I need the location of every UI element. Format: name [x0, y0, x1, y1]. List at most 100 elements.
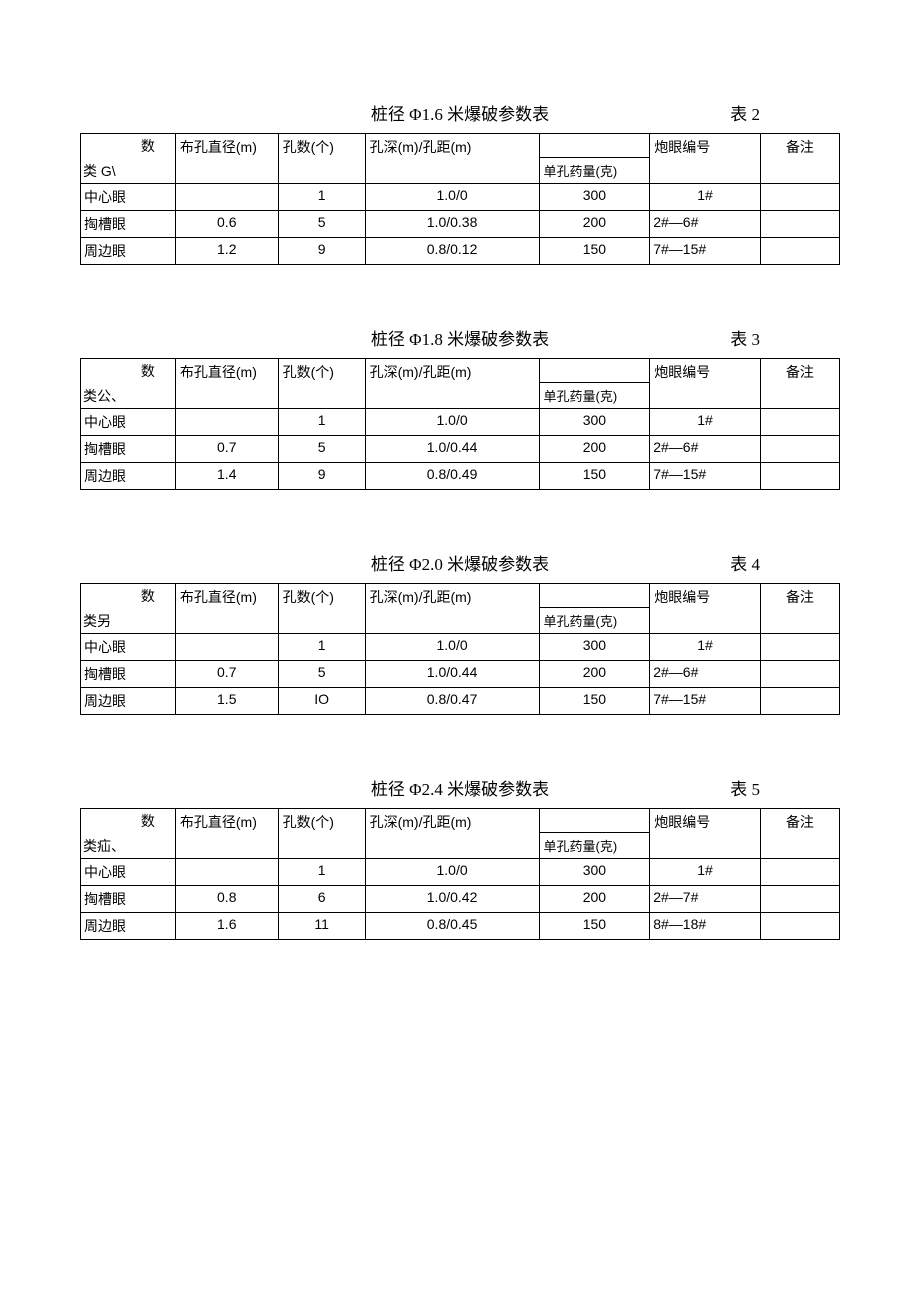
cell-count: 5: [278, 211, 365, 238]
cell-depth: 1.0/0: [365, 409, 539, 436]
table-row: 周边眼1.490.8/0.491507#—15#: [81, 463, 840, 490]
table-row: 中心眼11.0/03001#: [81, 859, 840, 886]
table-title-row: 桩径 Φ1.6 米爆破参数表表 2: [80, 100, 840, 125]
cell-count: 1: [278, 634, 365, 661]
cell-count: 9: [278, 463, 365, 490]
cell-charge: 200: [539, 661, 650, 688]
table-title: 桩径 Φ2.4 米爆破参数表: [371, 775, 549, 800]
table-header-row: 数类公、布孔直径(m)孔数(个)孔深(m)/孔距(m)炮眼编号备注: [81, 359, 840, 383]
cell-number: 1#: [650, 634, 761, 661]
cell-type: 掏槽眼: [81, 886, 176, 913]
blast-params-table: 数类 G\布孔直径(m)孔数(个)孔深(m)/孔距(m)炮眼编号备注单孔药量(克…: [80, 133, 840, 265]
header-depth: 孔深(m)/孔距(m): [365, 134, 539, 184]
cell-remark: [760, 409, 839, 436]
cell-remark: [760, 661, 839, 688]
cell-number: 8#—18#: [650, 913, 761, 940]
table-row: 周边眼1.5IO0.8/0.471507#—15#: [81, 688, 840, 715]
table-title: 桩径 Φ2.0 米爆破参数表: [371, 550, 549, 575]
cell-count: IO: [278, 688, 365, 715]
table-title-row: 桩径 Φ2.4 米爆破参数表表 5: [80, 775, 840, 800]
header-lei-label: 类疝、: [83, 836, 125, 856]
cell-charge: 200: [539, 211, 650, 238]
header-remark: 备注: [760, 584, 839, 634]
header-diameter: 布孔直径(m): [175, 809, 278, 859]
cell-type: 周边眼: [81, 238, 176, 265]
cell-diameter: 1.2: [175, 238, 278, 265]
header-depth: 孔深(m)/孔距(m): [365, 359, 539, 409]
header-lei-label: 类另: [83, 611, 111, 631]
cell-diameter: [175, 634, 278, 661]
cell-count: 5: [278, 661, 365, 688]
cell-type: 中心眼: [81, 859, 176, 886]
table-row: 中心眼11.0/03001#: [81, 184, 840, 211]
cell-remark: [760, 436, 839, 463]
cell-charge: 200: [539, 436, 650, 463]
cell-charge: 300: [539, 184, 650, 211]
header-charge: 单孔药量(克): [539, 608, 650, 634]
cell-remark: [760, 211, 839, 238]
cell-diameter: 0.6: [175, 211, 278, 238]
header-depth: 孔深(m)/孔距(m): [365, 809, 539, 859]
cell-type: 中心眼: [81, 184, 176, 211]
header-charge: 单孔药量(克): [539, 833, 650, 859]
table-row: 掏槽眼0.751.0/0.442002#—6#: [81, 661, 840, 688]
table-block-3: 桩径 Φ1.8 米爆破参数表表 3 数类公、布孔直径(m)孔数(个)孔深(m)/孔…: [80, 325, 840, 490]
cell-diameter: 1.4: [175, 463, 278, 490]
cell-type: 掏槽眼: [81, 211, 176, 238]
cell-remark: [760, 913, 839, 940]
table-number-label: 表 4: [730, 550, 760, 575]
cell-number: 7#—15#: [650, 688, 761, 715]
cell-charge: 150: [539, 688, 650, 715]
cell-charge: 300: [539, 634, 650, 661]
cell-remark: [760, 859, 839, 886]
header-count: 孔数(个): [278, 584, 365, 634]
cell-diameter: [175, 184, 278, 211]
blast-params-table: 数类公、布孔直径(m)孔数(个)孔深(m)/孔距(m)炮眼编号备注单孔药量(克)…: [80, 358, 840, 490]
cell-type: 掏槽眼: [81, 436, 176, 463]
cell-diameter: 0.8: [175, 886, 278, 913]
cell-charge: 300: [539, 409, 650, 436]
cell-charge: 200: [539, 886, 650, 913]
cell-charge: 150: [539, 913, 650, 940]
header-charge: 单孔药量(克): [539, 158, 650, 184]
cell-depth: 0.8/0.12: [365, 238, 539, 265]
header-lei-label: 类 G\: [83, 161, 116, 181]
table-header-row: 数类 G\布孔直径(m)孔数(个)孔深(m)/孔距(m)炮眼编号备注: [81, 134, 840, 158]
table-block-5: 桩径 Φ2.4 米爆破参数表表 5数类疝、布孔直径(m)孔数(个)孔深(m)/孔…: [80, 775, 840, 940]
cell-number: 2#—6#: [650, 436, 761, 463]
cell-type: 中心眼: [81, 634, 176, 661]
cell-charge: 150: [539, 238, 650, 265]
cell-depth: 1.0/0.38: [365, 211, 539, 238]
cell-type: 周边眼: [81, 463, 176, 490]
cell-depth: 1.0/0: [365, 859, 539, 886]
table-header-row: 数类疝、布孔直径(m)孔数(个)孔深(m)/孔距(m)炮眼编号备注: [81, 809, 840, 833]
table-header-row: 数类另布孔直径(m)孔数(个)孔深(m)/孔距(m)炮眼编号备注: [81, 584, 840, 608]
header-count: 孔数(个): [278, 809, 365, 859]
cell-count: 11: [278, 913, 365, 940]
table-block-2: 桩径 Φ1.6 米爆破参数表表 2数类 G\布孔直径(m)孔数(个)孔深(m)/…: [80, 100, 840, 265]
header-number: 炮眼编号: [650, 359, 761, 409]
header-count: 孔数(个): [278, 134, 365, 184]
cell-depth: 1.0/0.42: [365, 886, 539, 913]
cell-depth: 1.0/0.44: [365, 661, 539, 688]
table-title: 桩径 Φ1.6 米爆破参数表: [371, 100, 549, 125]
header-number: 炮眼编号: [650, 584, 761, 634]
header-remark: 备注: [760, 134, 839, 184]
cell-remark: [760, 463, 839, 490]
cell-count: 1: [278, 184, 365, 211]
table-title: 桩径 Φ1.8 米爆破参数表: [371, 325, 549, 350]
header-shu-label: 数: [141, 811, 155, 831]
header-lei-label: 类公、: [83, 386, 125, 406]
cell-number: 1#: [650, 859, 761, 886]
cell-count: 9: [278, 238, 365, 265]
table-title-row: 桩径 Φ1.8 米爆破参数表表 3: [80, 325, 840, 350]
cell-depth: 0.8/0.47: [365, 688, 539, 715]
cell-number: 2#—7#: [650, 886, 761, 913]
header-diameter: 布孔直径(m): [175, 584, 278, 634]
cell-diameter: 0.7: [175, 661, 278, 688]
cell-diameter: [175, 859, 278, 886]
cell-type: 掏槽眼: [81, 661, 176, 688]
header-shu-label: 数: [141, 136, 155, 156]
header-charge-top: [539, 359, 650, 383]
header-diameter: 布孔直径(m): [175, 134, 278, 184]
